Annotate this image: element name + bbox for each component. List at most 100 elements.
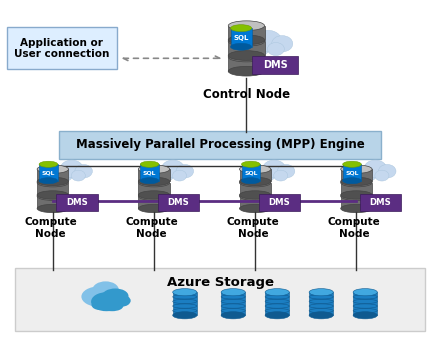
FancyBboxPatch shape	[341, 183, 372, 195]
Text: SQL: SQL	[244, 171, 257, 176]
Ellipse shape	[265, 312, 290, 319]
Ellipse shape	[353, 288, 378, 296]
FancyBboxPatch shape	[341, 169, 372, 181]
FancyBboxPatch shape	[228, 57, 264, 71]
FancyBboxPatch shape	[231, 28, 252, 47]
Ellipse shape	[111, 295, 131, 307]
Ellipse shape	[239, 179, 271, 187]
Ellipse shape	[71, 170, 85, 181]
Ellipse shape	[102, 288, 128, 303]
FancyBboxPatch shape	[228, 26, 264, 40]
Ellipse shape	[172, 312, 197, 319]
Ellipse shape	[239, 165, 271, 173]
FancyBboxPatch shape	[221, 292, 246, 315]
Ellipse shape	[176, 164, 194, 178]
Ellipse shape	[242, 161, 260, 167]
Ellipse shape	[138, 191, 170, 199]
Ellipse shape	[341, 177, 372, 186]
Ellipse shape	[172, 288, 197, 296]
FancyBboxPatch shape	[7, 27, 117, 69]
Ellipse shape	[341, 165, 372, 173]
Ellipse shape	[81, 286, 117, 307]
Text: Compute
Node: Compute Node	[328, 217, 381, 239]
FancyBboxPatch shape	[242, 164, 260, 181]
Ellipse shape	[221, 288, 246, 296]
Ellipse shape	[161, 160, 184, 178]
Ellipse shape	[239, 191, 271, 199]
Ellipse shape	[343, 161, 361, 167]
Ellipse shape	[343, 178, 361, 184]
FancyBboxPatch shape	[239, 196, 271, 208]
FancyBboxPatch shape	[37, 169, 69, 181]
Ellipse shape	[92, 281, 119, 298]
Text: Compute
Node: Compute Node	[24, 217, 77, 239]
FancyBboxPatch shape	[138, 196, 170, 208]
Ellipse shape	[221, 312, 246, 319]
Ellipse shape	[239, 177, 271, 186]
Ellipse shape	[138, 177, 170, 186]
Ellipse shape	[309, 312, 334, 319]
FancyBboxPatch shape	[15, 268, 425, 331]
Ellipse shape	[231, 25, 252, 32]
Ellipse shape	[140, 161, 159, 167]
Ellipse shape	[39, 178, 58, 184]
FancyBboxPatch shape	[39, 164, 58, 181]
Ellipse shape	[138, 165, 170, 173]
Ellipse shape	[375, 170, 389, 181]
Ellipse shape	[341, 179, 372, 187]
Text: Application or
User connection: Application or User connection	[14, 38, 109, 59]
Ellipse shape	[138, 179, 170, 187]
Ellipse shape	[39, 161, 58, 167]
Text: DMS: DMS	[167, 198, 189, 207]
Ellipse shape	[37, 179, 69, 187]
FancyBboxPatch shape	[138, 169, 170, 181]
Ellipse shape	[37, 177, 69, 186]
FancyBboxPatch shape	[56, 194, 98, 211]
Ellipse shape	[258, 168, 275, 181]
FancyBboxPatch shape	[239, 183, 271, 195]
FancyBboxPatch shape	[265, 292, 290, 315]
Ellipse shape	[138, 204, 170, 213]
Ellipse shape	[268, 42, 284, 56]
Text: DMS: DMS	[268, 198, 290, 207]
Ellipse shape	[239, 204, 271, 213]
FancyBboxPatch shape	[140, 164, 159, 181]
FancyBboxPatch shape	[228, 41, 264, 56]
Ellipse shape	[37, 191, 69, 199]
Ellipse shape	[271, 36, 293, 52]
Ellipse shape	[274, 170, 288, 181]
Text: SQL: SQL	[234, 35, 249, 41]
Text: Massively Parallel Processing (MPP) Engine: Massively Parallel Processing (MPP) Engi…	[76, 138, 364, 152]
Ellipse shape	[55, 168, 73, 181]
Text: DMS: DMS	[370, 198, 392, 207]
Ellipse shape	[101, 301, 123, 311]
Text: SQL: SQL	[143, 171, 156, 176]
Ellipse shape	[364, 160, 387, 178]
FancyBboxPatch shape	[172, 292, 197, 315]
Ellipse shape	[378, 164, 396, 178]
Ellipse shape	[92, 300, 111, 310]
FancyBboxPatch shape	[138, 183, 170, 195]
Ellipse shape	[341, 204, 372, 213]
Text: Compute
Node: Compute Node	[227, 217, 279, 239]
Text: Azure Storage: Azure Storage	[166, 276, 274, 288]
Text: Control Node: Control Node	[203, 88, 290, 101]
Ellipse shape	[254, 30, 282, 52]
FancyBboxPatch shape	[37, 196, 69, 208]
Ellipse shape	[91, 292, 122, 311]
Ellipse shape	[37, 204, 69, 213]
FancyBboxPatch shape	[360, 194, 401, 211]
FancyBboxPatch shape	[252, 56, 298, 74]
Ellipse shape	[228, 21, 264, 31]
FancyBboxPatch shape	[341, 196, 372, 208]
Ellipse shape	[37, 165, 69, 173]
FancyBboxPatch shape	[309, 292, 334, 315]
Ellipse shape	[309, 288, 334, 296]
Ellipse shape	[228, 51, 264, 60]
Ellipse shape	[228, 66, 264, 76]
Ellipse shape	[263, 160, 286, 178]
FancyBboxPatch shape	[37, 183, 69, 195]
Ellipse shape	[239, 192, 271, 200]
Ellipse shape	[353, 312, 378, 319]
FancyBboxPatch shape	[158, 194, 199, 211]
